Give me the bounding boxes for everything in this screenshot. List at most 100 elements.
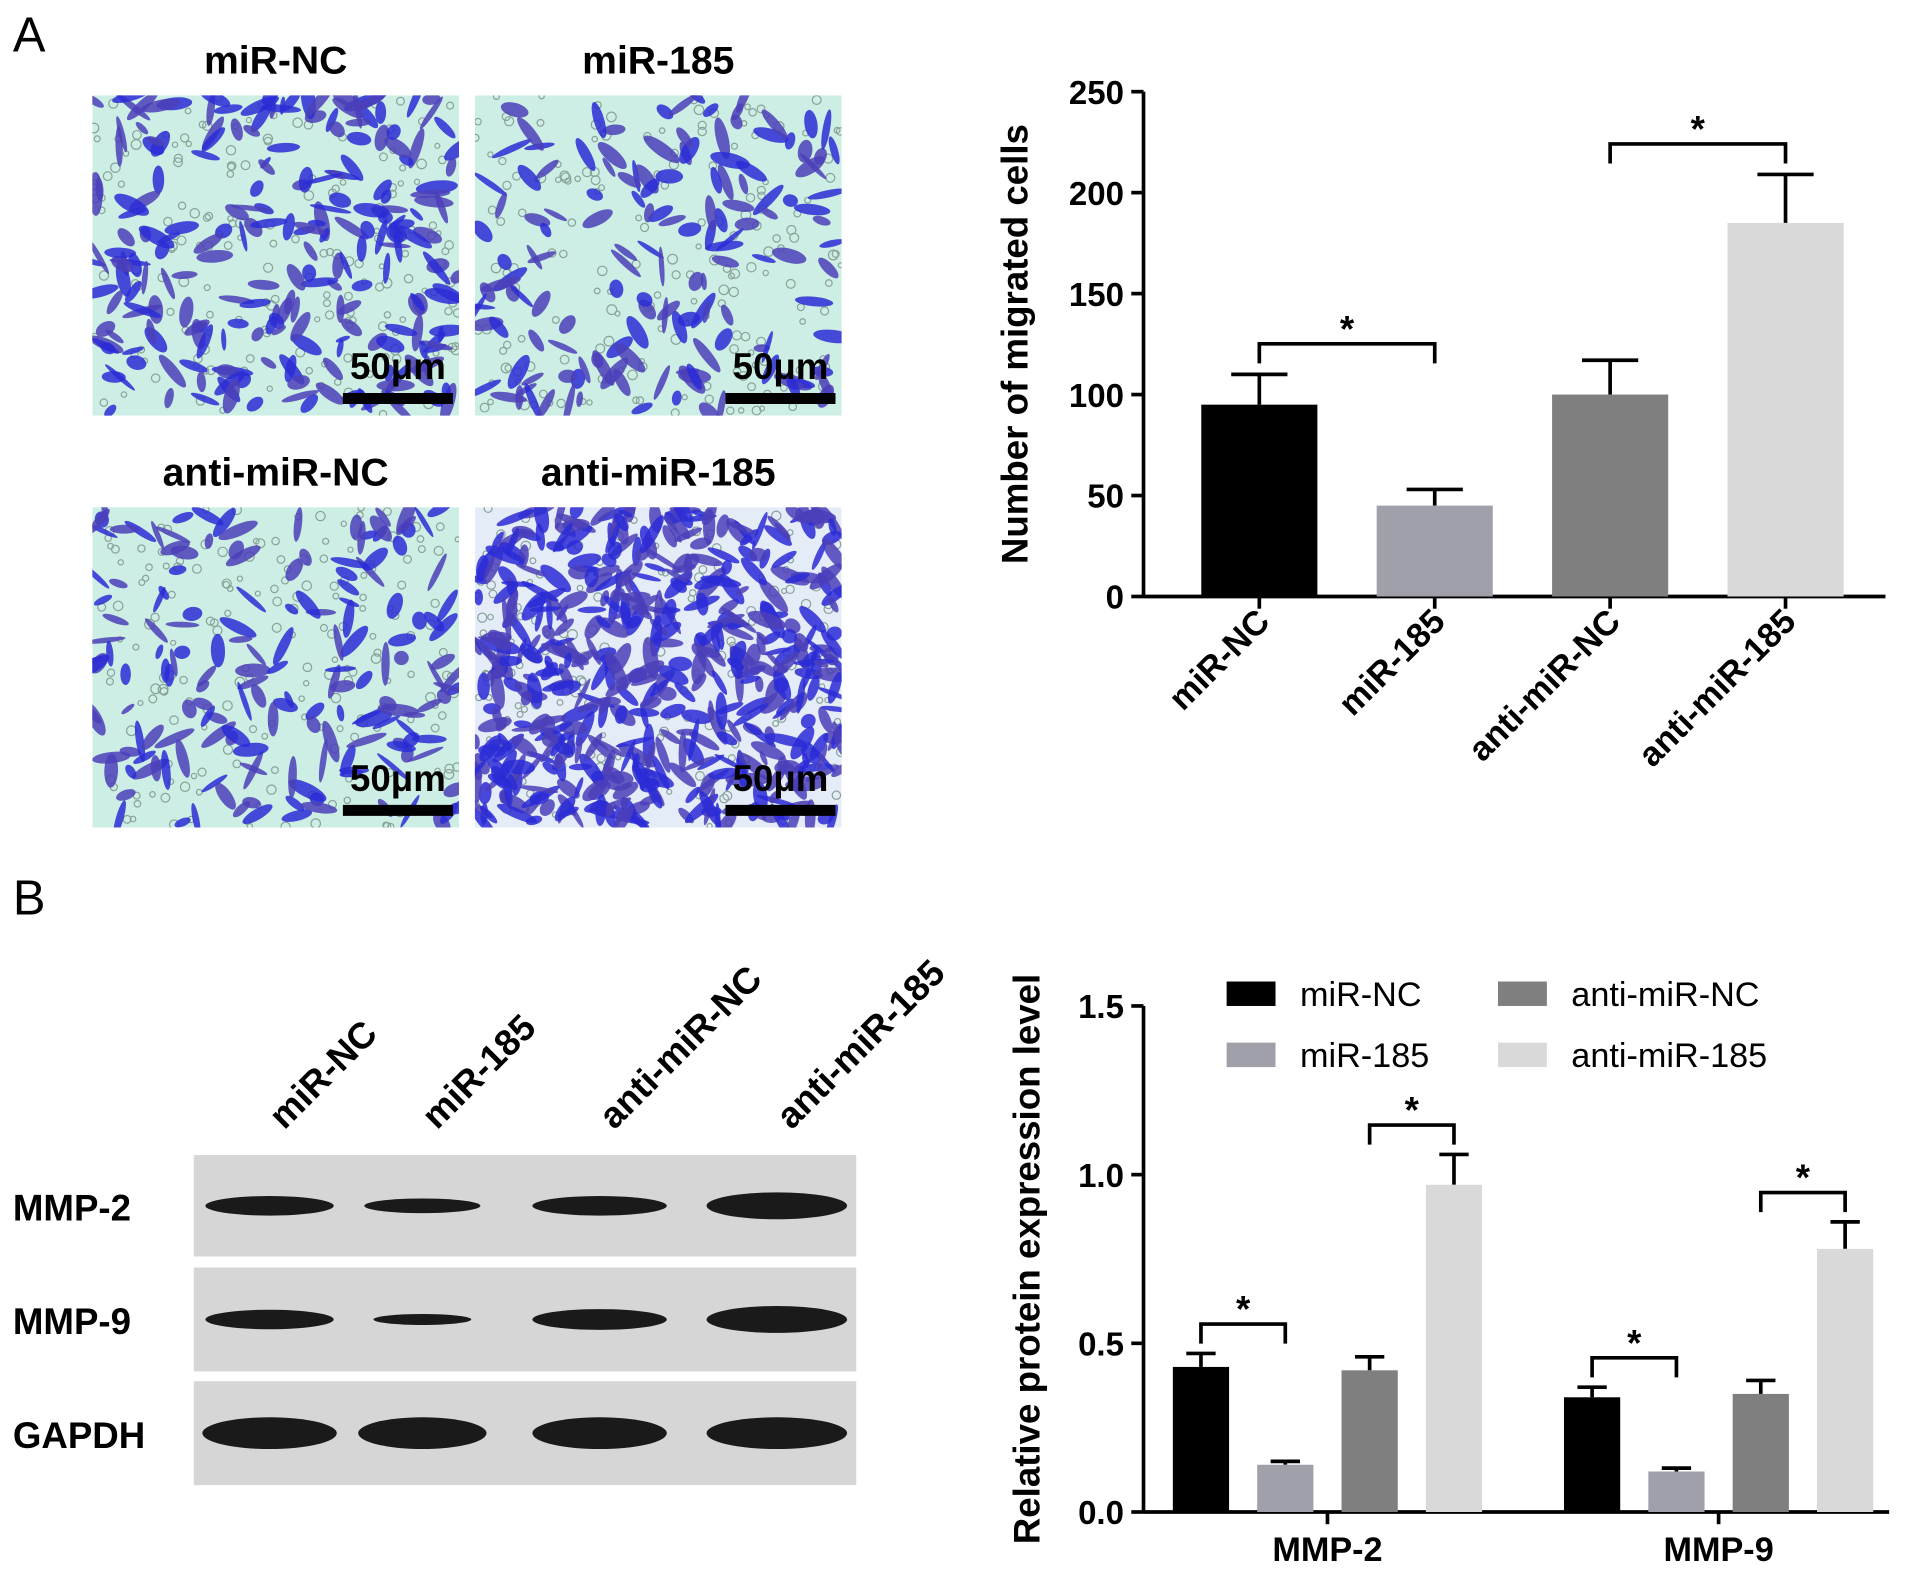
cell xyxy=(795,156,826,178)
cell xyxy=(492,531,504,548)
cell xyxy=(164,388,174,409)
cell xyxy=(591,101,607,139)
pore xyxy=(129,815,137,823)
pore xyxy=(276,555,286,564)
cell xyxy=(161,749,171,790)
cell xyxy=(760,691,787,714)
cell xyxy=(246,396,264,412)
cell xyxy=(817,744,828,772)
pore xyxy=(378,152,388,162)
pore xyxy=(574,175,582,183)
cell xyxy=(740,557,767,586)
pore xyxy=(322,299,331,308)
cell xyxy=(293,507,303,542)
cell xyxy=(618,509,633,518)
cell xyxy=(290,311,311,342)
cell xyxy=(773,677,789,693)
cell xyxy=(374,124,390,152)
cell xyxy=(158,354,187,388)
pore xyxy=(203,284,211,292)
pore xyxy=(751,361,759,369)
pore xyxy=(785,584,795,595)
pore xyxy=(498,156,507,166)
micrograph xyxy=(474,507,842,828)
cell xyxy=(714,328,733,351)
cell xyxy=(376,753,410,781)
x-tick-label: miR-185 xyxy=(1332,602,1453,723)
cell xyxy=(783,807,801,828)
cell xyxy=(239,298,271,309)
cell xyxy=(546,541,565,552)
pore xyxy=(474,133,480,142)
cell xyxy=(574,736,583,764)
pore xyxy=(262,262,274,273)
pore xyxy=(315,510,326,522)
cell xyxy=(193,697,213,711)
pore xyxy=(559,249,568,259)
pore xyxy=(586,399,593,406)
cell xyxy=(334,216,369,240)
pore xyxy=(726,636,736,646)
pore xyxy=(110,544,120,554)
cell xyxy=(408,128,425,169)
cell xyxy=(93,594,113,606)
pore xyxy=(137,544,146,553)
pore xyxy=(301,580,313,592)
pore xyxy=(331,184,340,194)
cell xyxy=(639,696,662,710)
cell xyxy=(735,586,749,595)
cell xyxy=(225,545,261,567)
cell xyxy=(406,95,426,118)
pore xyxy=(397,180,405,187)
cell xyxy=(753,127,789,143)
cell xyxy=(574,678,591,710)
cell xyxy=(213,104,243,114)
pore xyxy=(729,344,739,354)
cell xyxy=(736,697,770,716)
cell xyxy=(126,95,159,121)
pore xyxy=(133,799,142,808)
pore xyxy=(718,284,730,296)
cell xyxy=(801,651,818,668)
cell xyxy=(250,103,272,133)
cell xyxy=(117,228,135,247)
pore xyxy=(441,247,450,256)
cell xyxy=(424,611,445,632)
cell xyxy=(315,382,345,405)
pore xyxy=(266,784,277,795)
cell xyxy=(389,214,406,229)
cell xyxy=(135,121,149,135)
y-tick-label: 200 xyxy=(1069,175,1124,212)
pore xyxy=(819,306,830,316)
cell xyxy=(179,296,194,328)
pore xyxy=(391,354,402,364)
cell xyxy=(353,202,390,218)
cell xyxy=(174,817,191,828)
cell xyxy=(643,135,680,164)
cell xyxy=(251,684,267,708)
cell xyxy=(261,95,279,106)
cell xyxy=(520,691,533,706)
pore xyxy=(130,138,142,150)
cell xyxy=(761,330,773,363)
pore xyxy=(799,318,806,325)
cell xyxy=(554,525,593,551)
cell xyxy=(511,735,538,758)
pore xyxy=(397,580,407,590)
cell xyxy=(174,645,191,659)
pore xyxy=(443,768,455,780)
cell xyxy=(497,253,512,270)
cell xyxy=(474,172,508,196)
cell xyxy=(603,773,621,790)
pore xyxy=(496,216,506,226)
cell xyxy=(305,95,334,118)
cell xyxy=(614,342,646,373)
y-tick-label: 0 xyxy=(1106,579,1124,616)
cell xyxy=(239,220,248,252)
cell xyxy=(444,137,460,161)
pore xyxy=(336,725,344,733)
pore xyxy=(635,214,643,222)
cell xyxy=(774,644,802,666)
pore xyxy=(162,562,170,570)
cell xyxy=(330,680,356,693)
